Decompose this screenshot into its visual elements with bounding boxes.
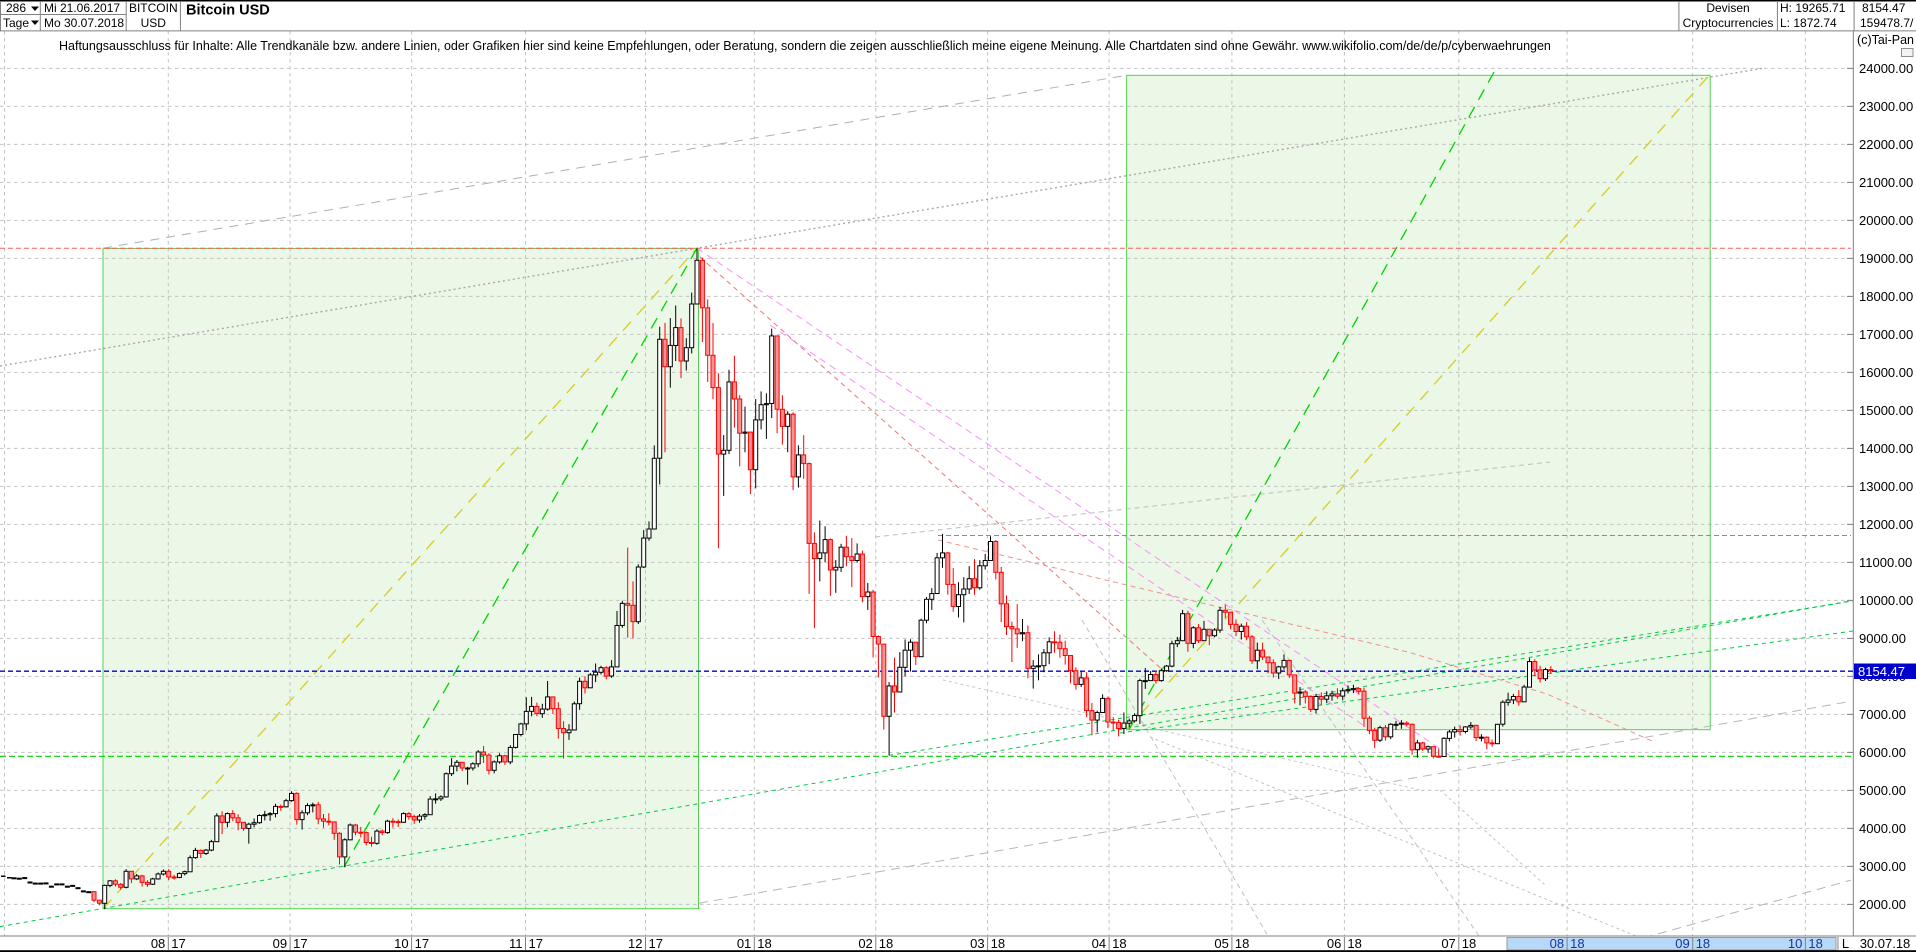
svg-text:Mo 30.07.2018: Mo 30.07.2018 [44, 16, 124, 30]
svg-text:Cryptocurrencies: Cryptocurrencies [1683, 16, 1774, 30]
svg-text:18000.00: 18000.00 [1859, 289, 1913, 304]
svg-text:07: 07 [1441, 936, 1455, 951]
svg-text:Devisen: Devisen [1706, 1, 1749, 15]
svg-text:03: 03 [970, 936, 984, 951]
svg-text:20000.00: 20000.00 [1859, 213, 1913, 228]
svg-text:Mi 21.06.2017: Mi 21.06.2017 [44, 1, 120, 15]
svg-text:18: 18 [879, 936, 893, 951]
svg-text:USD: USD [141, 16, 167, 30]
svg-text:H: 19265.71: H: 19265.71 [1780, 1, 1846, 15]
svg-text:19000.00: 19000.00 [1859, 251, 1913, 266]
svg-text:10: 10 [394, 936, 408, 951]
svg-text:5000.00: 5000.00 [1859, 783, 1906, 798]
svg-text:18: 18 [1570, 936, 1584, 951]
svg-text:08: 08 [151, 936, 165, 951]
svg-text:01: 01 [737, 936, 751, 951]
svg-text:17000.00: 17000.00 [1859, 327, 1913, 342]
svg-text:18: 18 [1235, 936, 1249, 951]
svg-text:18: 18 [1696, 936, 1710, 951]
svg-text:10000.00: 10000.00 [1859, 593, 1913, 608]
svg-text:12000.00: 12000.00 [1859, 517, 1913, 532]
svg-text:3000.00: 3000.00 [1859, 859, 1906, 874]
svg-text:L: 1872.74: L: 1872.74 [1780, 16, 1837, 30]
svg-text:18: 18 [1112, 936, 1126, 951]
svg-text:09: 09 [273, 936, 287, 951]
svg-text:159478.7/: 159478.7/ [1860, 16, 1914, 30]
svg-text:17: 17 [293, 936, 307, 951]
svg-text:BITCOIN: BITCOIN [129, 1, 178, 15]
svg-text:14000.00: 14000.00 [1859, 441, 1913, 456]
svg-text:Haftungsausschluss für Inhalte: Haftungsausschluss für Inhalte: Alle Tre… [59, 39, 1551, 53]
svg-text:18: 18 [1347, 936, 1361, 951]
svg-text:10: 10 [1788, 936, 1802, 951]
svg-text:08: 08 [1550, 936, 1564, 951]
svg-text:Tage: Tage [3, 16, 29, 30]
svg-text:18: 18 [1462, 936, 1476, 951]
svg-text:2000.00: 2000.00 [1859, 897, 1906, 912]
svg-text:6000.00: 6000.00 [1859, 745, 1906, 760]
svg-text:18: 18 [991, 936, 1005, 951]
svg-text:7000.00: 7000.00 [1859, 707, 1906, 722]
svg-text:09: 09 [1675, 936, 1689, 951]
svg-text:06: 06 [1327, 936, 1341, 951]
svg-text:13000.00: 13000.00 [1859, 479, 1913, 494]
svg-text:L: L [1842, 936, 1849, 951]
svg-text:05: 05 [1214, 936, 1228, 951]
svg-text:286: 286 [6, 1, 26, 15]
svg-text:16000.00: 16000.00 [1859, 365, 1913, 380]
svg-text:9000.00: 9000.00 [1859, 631, 1906, 646]
svg-text:17: 17 [649, 936, 663, 951]
svg-text:17: 17 [529, 936, 543, 951]
svg-text:11000.00: 11000.00 [1859, 555, 1912, 570]
svg-text:(c)Tai-Pan: (c)Tai-Pan [1857, 33, 1914, 47]
svg-text:8154.47: 8154.47 [1862, 1, 1906, 15]
svg-text:11: 11 [509, 936, 523, 951]
svg-text:18: 18 [757, 936, 771, 951]
svg-text:12: 12 [628, 936, 642, 951]
svg-text:24000.00: 24000.00 [1859, 61, 1913, 76]
svg-text:23000.00: 23000.00 [1859, 99, 1913, 114]
svg-text:4000.00: 4000.00 [1859, 821, 1906, 836]
svg-text:17: 17 [415, 936, 429, 951]
svg-text:30.07.18: 30.07.18 [1860, 936, 1911, 951]
svg-text:17: 17 [171, 936, 185, 951]
svg-text:21000.00: 21000.00 [1859, 175, 1913, 190]
svg-text:Bitcoin USD: Bitcoin USD [186, 3, 270, 19]
svg-text:22000.00: 22000.00 [1859, 137, 1913, 152]
svg-text:8154.47: 8154.47 [1858, 664, 1905, 679]
svg-text:02: 02 [858, 936, 872, 951]
svg-text:15000.00: 15000.00 [1859, 403, 1913, 418]
svg-text:18: 18 [1808, 936, 1822, 951]
svg-text:04: 04 [1092, 936, 1106, 951]
